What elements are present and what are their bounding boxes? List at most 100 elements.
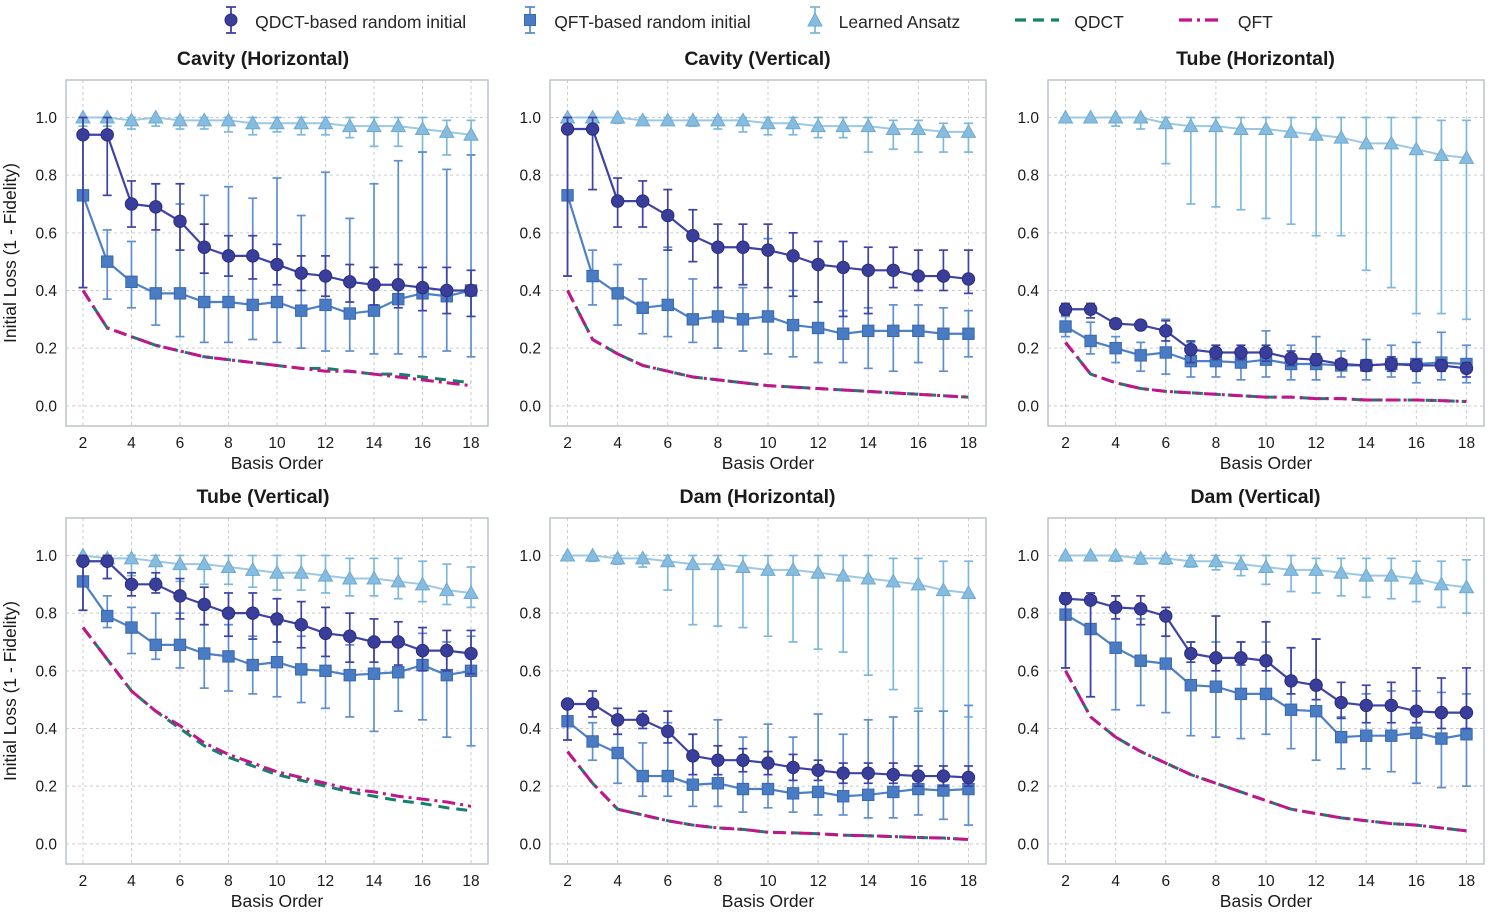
svg-text:12: 12 <box>317 873 334 890</box>
svg-text:Basis Order: Basis Order <box>1220 891 1313 911</box>
legend-item-qft-random: QFT-based random initial <box>520 3 751 42</box>
svg-text:2: 2 <box>1061 435 1070 452</box>
svg-text:0.8: 0.8 <box>35 168 57 185</box>
svg-text:10: 10 <box>268 435 286 452</box>
legend-label-qdct-line: QDCT <box>1074 11 1124 32</box>
panel-tube-vertical: Tube (Vertical) 2 4 6 8 10 12 14 16 18 0.0 0.2 0.4 0… <box>0 480 498 918</box>
errorbar-triangle-icon <box>805 3 825 42</box>
svg-text:12: 12 <box>317 435 334 452</box>
svg-text:0.8: 0.8 <box>1017 606 1039 623</box>
panel-dam-horizontal: Dam (Horizontal) 2 4 6 8 10 12 14 16 18 0.0 0.2 0.4… <box>498 480 996 918</box>
svg-text:0.4: 0.4 <box>519 283 541 300</box>
plot-canvas-tube-vertical: 2 4 6 8 10 12 14 16 18 0.0 0.2 0.4 0.6 0.8 1.0 Basis Or… <box>0 517 489 911</box>
legend-label-learned-ansatz: Learned Ansatz <box>838 11 961 32</box>
svg-text:0.2: 0.2 <box>35 779 57 796</box>
legend-label-qdct-random: QDCT-based random initial <box>255 11 467 32</box>
panel-tube-horizontal: Tube (Horizontal) 2 4 6 8 10 12 14 16 18 0.0 0.2 0.… <box>996 42 1494 480</box>
svg-text:Initial Loss (1 - Fidelity): Initial Loss (1 - Fidelity) <box>0 601 20 781</box>
dashed-line-icon <box>1014 12 1060 33</box>
panel-title-cavity-vertical: Cavity (Vertical) <box>684 48 831 70</box>
svg-text:14: 14 <box>1358 873 1376 890</box>
panel-dam-vertical: Dam (Vertical) 2 4 6 8 10 12 14 16 18 0.0 0.2 0.4 0.… <box>996 480 1494 918</box>
svg-text:2: 2 <box>563 873 572 890</box>
svg-text:6: 6 <box>1161 873 1170 890</box>
svg-text:4: 4 <box>613 435 622 452</box>
panel-title-cavity-horizontal: Cavity (Horizontal) <box>176 48 350 70</box>
legend-item-qdct-random: QDCT-based random initial <box>221 3 466 42</box>
svg-text:18: 18 <box>1458 435 1475 452</box>
plot-canvas-tube-horizontal: 2 4 6 8 10 12 14 16 18 0.0 0.2 0.4 0.6 0.8 1.0 Basis Or… <box>1017 79 1485 473</box>
svg-text:2: 2 <box>563 435 572 452</box>
panel-title-tube-vertical: Tube (Vertical) <box>196 486 330 508</box>
svg-text:0.2: 0.2 <box>1017 779 1039 796</box>
svg-text:0.4: 0.4 <box>35 283 57 300</box>
svg-text:6: 6 <box>663 873 672 890</box>
svg-text:Basis Order: Basis Order <box>722 891 815 911</box>
svg-text:0.8: 0.8 <box>519 168 541 185</box>
svg-text:18: 18 <box>960 873 977 890</box>
svg-text:12: 12 <box>809 873 826 890</box>
svg-text:14: 14 <box>365 873 383 890</box>
svg-text:0.4: 0.4 <box>1017 721 1039 738</box>
svg-text:10: 10 <box>268 873 286 890</box>
dashdot-line-icon <box>1178 12 1224 33</box>
svg-text:10: 10 <box>759 873 777 890</box>
svg-text:0.0: 0.0 <box>35 836 57 853</box>
svg-text:0.6: 0.6 <box>519 663 541 680</box>
svg-text:1.0: 1.0 <box>519 548 541 565</box>
svg-text:14: 14 <box>1358 435 1376 452</box>
svg-text:0.4: 0.4 <box>1017 283 1039 300</box>
svg-text:0.2: 0.2 <box>1017 341 1039 358</box>
svg-text:0.0: 0.0 <box>519 398 541 415</box>
errorbar-circle-icon <box>221 3 241 42</box>
svg-text:0.0: 0.0 <box>1017 398 1039 415</box>
svg-text:0.0: 0.0 <box>1017 836 1039 853</box>
svg-text:2: 2 <box>79 435 88 452</box>
svg-text:18: 18 <box>462 873 479 890</box>
svg-text:4: 4 <box>127 873 136 890</box>
svg-text:0.4: 0.4 <box>35 721 57 738</box>
svg-text:10: 10 <box>759 435 777 452</box>
panel-cavity-horizontal: Cavity (Horizontal) 2 4 6 8 10 12 14 16 18 0.0 0.2… <box>0 42 498 480</box>
errorbar-square-icon <box>520 3 540 42</box>
svg-text:8: 8 <box>714 873 723 890</box>
svg-text:1.0: 1.0 <box>1017 548 1039 565</box>
svg-text:Basis Order: Basis Order <box>722 453 815 473</box>
svg-text:0.0: 0.0 <box>519 836 541 853</box>
svg-text:8: 8 <box>1212 873 1221 890</box>
svg-text:0.2: 0.2 <box>519 341 541 358</box>
svg-text:1.0: 1.0 <box>35 548 57 565</box>
svg-text:1.0: 1.0 <box>1017 110 1039 127</box>
svg-text:4: 4 <box>1111 873 1120 890</box>
svg-text:1.0: 1.0 <box>519 110 541 127</box>
legend-item-qft-line: QFT <box>1178 12 1273 33</box>
svg-text:Initial Loss (1 - Fidelity): Initial Loss (1 - Fidelity) <box>0 163 20 343</box>
svg-text:12: 12 <box>1307 435 1324 452</box>
svg-text:16: 16 <box>1408 873 1425 890</box>
panel-cavity-vertical: Cavity (Vertical) 2 4 6 8 10 12 14 16 18 0.0 0.2 0.… <box>498 42 996 480</box>
svg-text:Basis Order: Basis Order <box>231 891 324 911</box>
svg-text:6: 6 <box>663 435 672 452</box>
svg-text:16: 16 <box>414 435 431 452</box>
svg-text:0.2: 0.2 <box>519 779 541 796</box>
svg-text:0.8: 0.8 <box>519 606 541 623</box>
plot-canvas-cavity-horizontal: 2 4 6 8 10 12 14 16 18 0.0 0.2 0.4 0.6 0.8 1.0 Basis Or… <box>0 79 489 473</box>
svg-text:18: 18 <box>960 435 977 452</box>
svg-text:18: 18 <box>1458 873 1475 890</box>
svg-text:16: 16 <box>1408 435 1425 452</box>
legend-item-learned-ansatz: Learned Ansatz <box>805 3 961 42</box>
svg-text:0.8: 0.8 <box>1017 168 1039 185</box>
svg-text:0.8: 0.8 <box>35 606 57 623</box>
svg-text:0.0: 0.0 <box>35 398 57 415</box>
svg-text:4: 4 <box>1111 435 1120 452</box>
svg-text:0.6: 0.6 <box>1017 663 1039 680</box>
svg-text:0.6: 0.6 <box>35 225 57 242</box>
panel-title-tube-horizontal: Tube (Horizontal) <box>1176 48 1335 70</box>
svg-text:14: 14 <box>860 435 878 452</box>
legend-label-qft-random: QFT-based random initial <box>554 11 751 32</box>
svg-text:0.6: 0.6 <box>1017 225 1039 242</box>
svg-text:18: 18 <box>462 435 479 452</box>
svg-text:14: 14 <box>860 873 878 890</box>
svg-text:8: 8 <box>1212 435 1221 452</box>
